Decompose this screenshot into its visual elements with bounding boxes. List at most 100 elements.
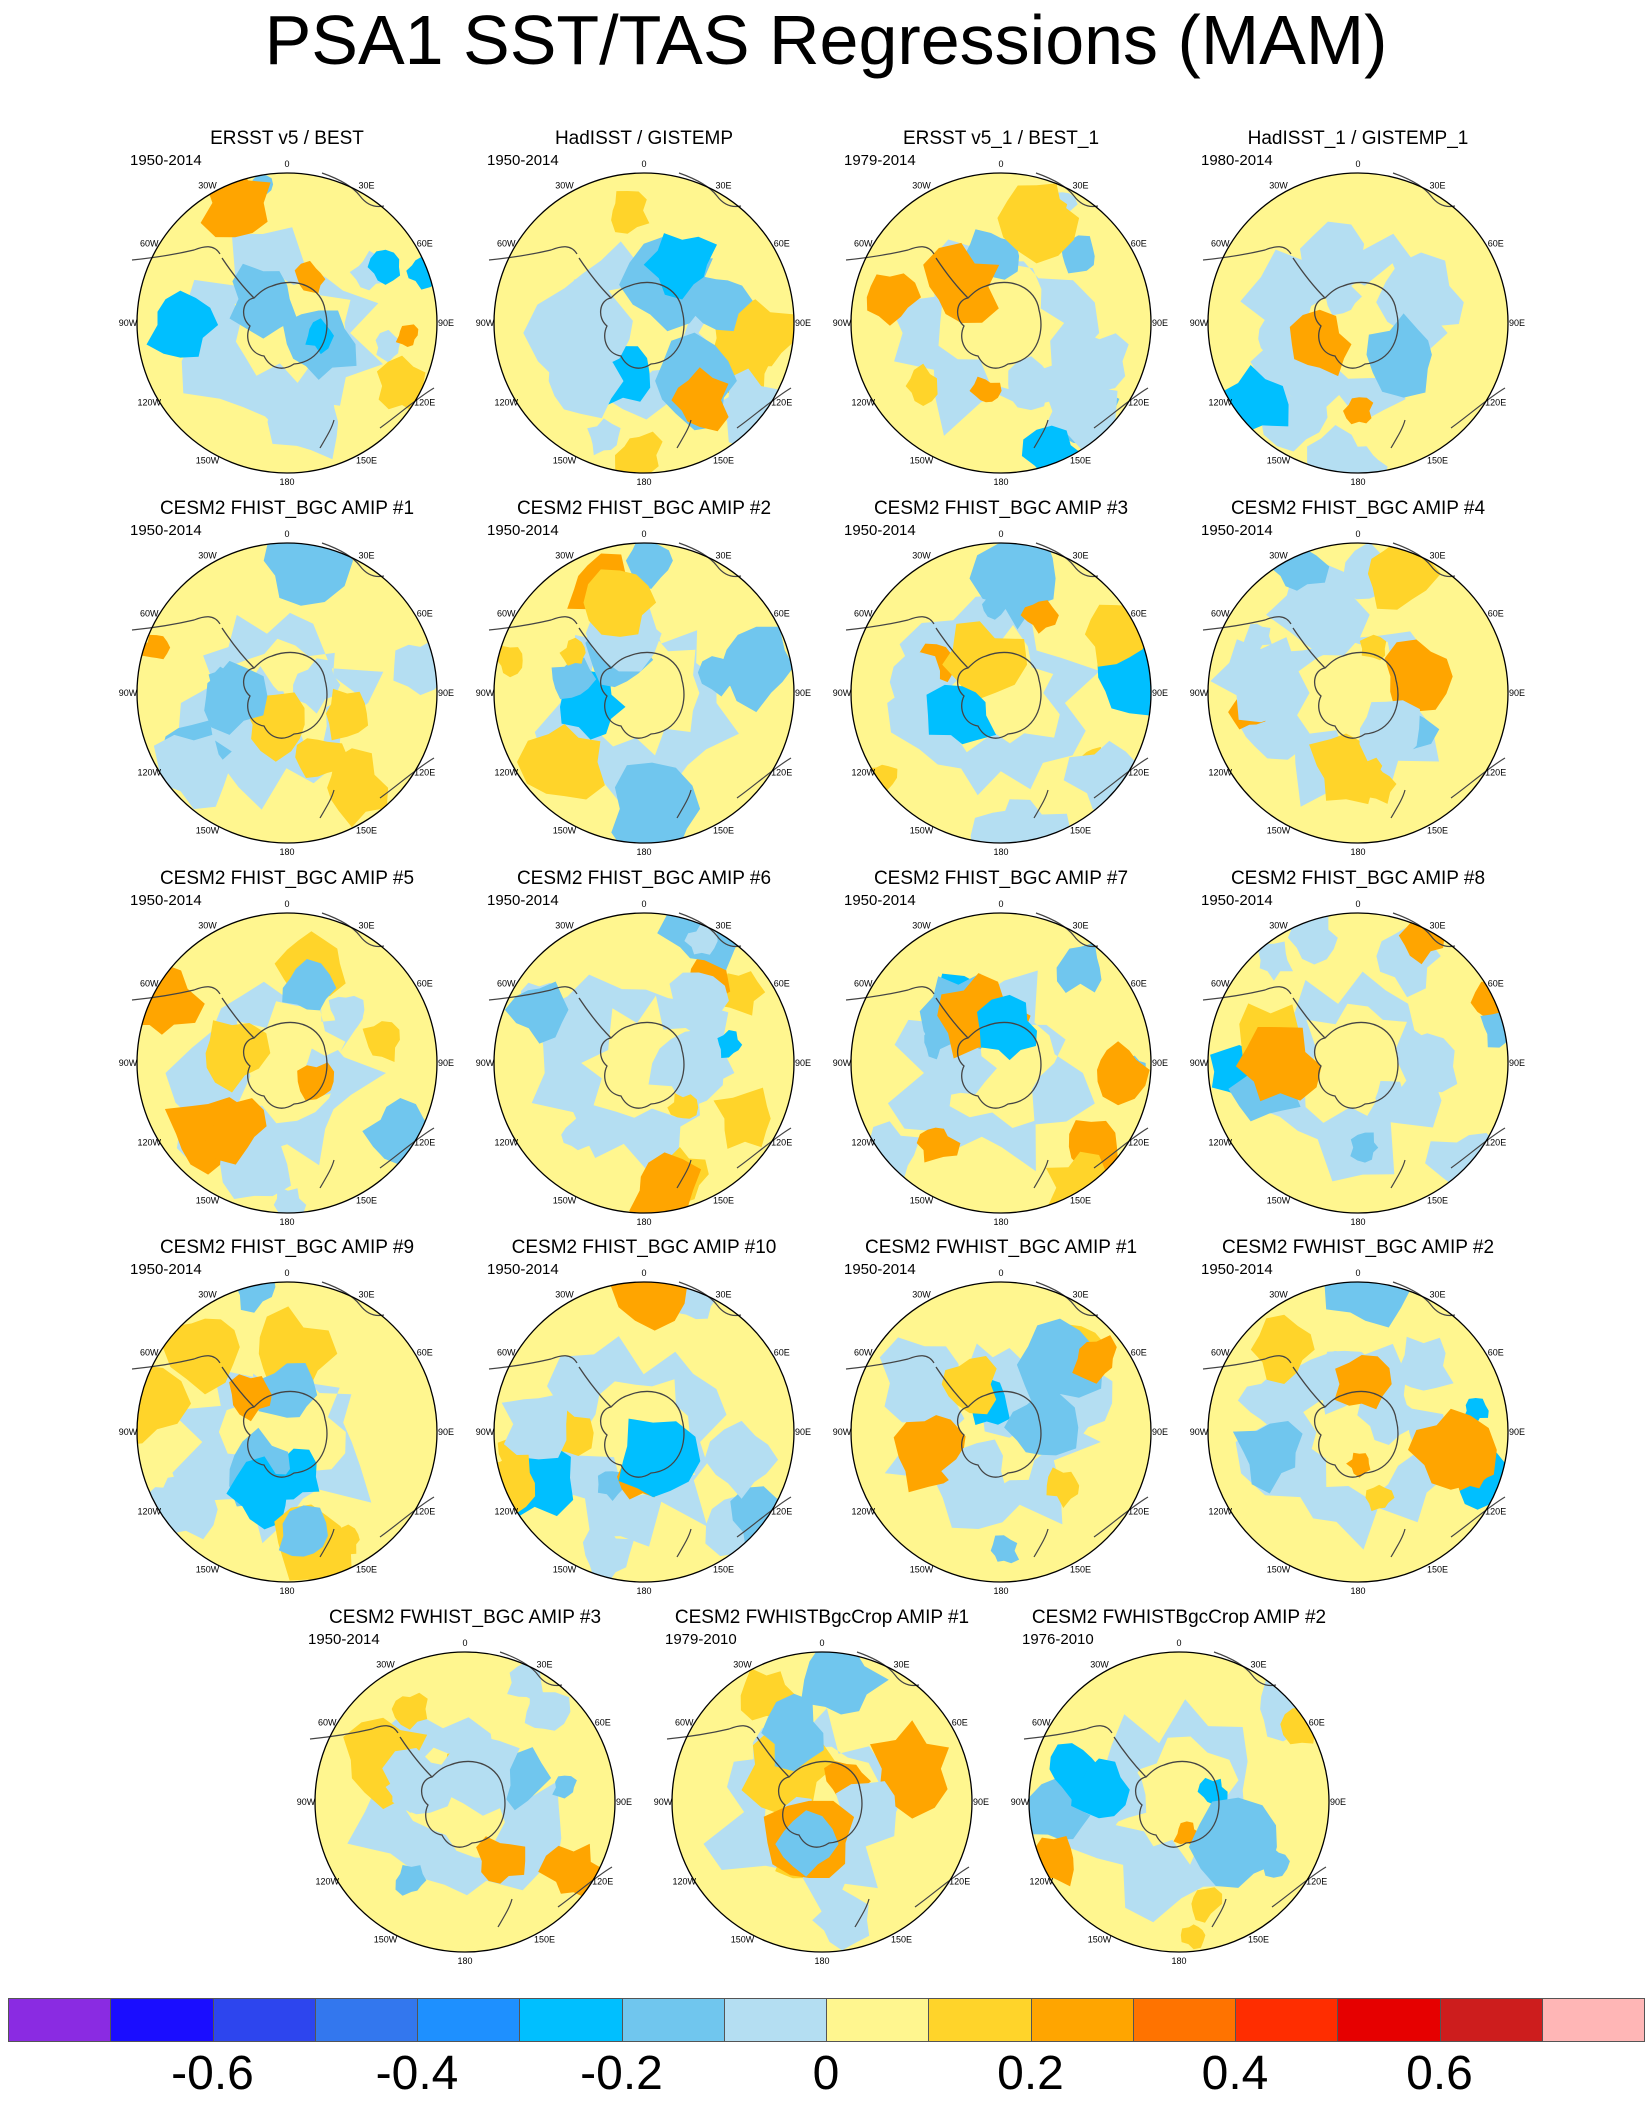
south-america-coastline — [131, 246, 221, 261]
australia-coastline — [319, 1127, 435, 1189]
anomaly-contour — [1307, 425, 1376, 473]
anomaly-contour — [181, 227, 383, 444]
longitude-label: 90E — [795, 1427, 811, 1437]
colorbar-tick-label: 0.2 — [997, 2047, 1064, 2100]
map-border — [314, 1651, 616, 1953]
longitude-label: 90W — [654, 1797, 673, 1807]
longitude-label: 30W — [912, 1289, 931, 1299]
anomaly-contour — [716, 971, 766, 1016]
map-panel: ERSST v5_1 / BEST_1 1979-2014 0 30E 60E 90E 12… — [833, 128, 1168, 488]
longitude-label: 60E — [1131, 239, 1147, 249]
longitude-label: 0 — [1355, 159, 1360, 169]
panel-period: 1979-2014 — [844, 152, 916, 169]
longitude-label: 120E — [771, 1138, 792, 1148]
colorbar-tick-label: -0.2 — [580, 2047, 663, 2100]
longitude-label: 60W — [497, 609, 516, 619]
australia-coastline — [676, 387, 792, 449]
longitude-label: 180 — [993, 477, 1008, 487]
anomaly-contour — [204, 660, 268, 735]
longitude-label: 180 — [279, 1586, 294, 1596]
longitude-label: 90W — [297, 1797, 316, 1807]
longitude-label: 0 — [819, 1638, 824, 1648]
colorbar-tick-label: -0.6 — [171, 2047, 254, 2100]
anomaly-contour — [990, 1535, 1020, 1564]
anomaly-contour — [1072, 1335, 1117, 1384]
anomaly-contour — [1376, 252, 1464, 333]
longitude-label: 30E — [536, 1659, 552, 1669]
antarctica-coastline — [221, 997, 328, 1109]
anomaly-contour — [1046, 1467, 1080, 1508]
anomaly-contour — [1365, 1484, 1395, 1512]
longitude-label: 120W — [138, 1138, 162, 1148]
longitude-label: 60W — [854, 609, 873, 619]
map-panel: CESM2 FHIST_BGC AMIP #7 1950-2014 0 30E 60E 9… — [833, 868, 1168, 1228]
longitude-label: 60E — [1488, 979, 1504, 989]
anomaly-contour — [137, 1365, 191, 1446]
anomaly-contour — [923, 242, 1000, 323]
longitude-label: 150W — [910, 1196, 934, 1206]
anomaly-contour — [1250, 1314, 1315, 1384]
panel-period: 1980-2014 — [1201, 152, 1273, 169]
longitude-label: 60W — [1211, 239, 1230, 249]
longitude-label: 150W — [910, 456, 934, 466]
longitude-label: 30E — [358, 920, 374, 930]
longitude-label: 120E — [949, 1877, 970, 1887]
anomaly-contour — [611, 762, 701, 843]
polar-map: 0 30E 60E 90E 120E 150E 180 150W 120W 90W 60W 30W — [833, 1268, 1168, 1596]
antarctica-coastline — [578, 627, 685, 739]
longitude-label: 30E — [715, 180, 731, 190]
africa-coastline — [321, 172, 385, 208]
anomaly-contour — [977, 994, 1037, 1061]
panel-title: CESM2 FHIST_BGC AMIP #9 — [159, 1237, 415, 1258]
longitude-label: 90W — [1011, 1797, 1030, 1807]
longitude-label: 90E — [438, 318, 454, 328]
panel-title: CESM2 FHIST_BGC AMIP #5 — [159, 868, 415, 889]
longitude-label: 60W — [497, 1348, 516, 1358]
anomaly-contour — [362, 1021, 400, 1062]
africa-coastline — [678, 542, 742, 578]
map-panel: CESM2 FHIST_BGC AMIP #9 1950-2014 0 30E 60E 9… — [119, 1237, 454, 1597]
africa-coastline — [1392, 542, 1456, 578]
anomaly-contour — [942, 621, 1028, 699]
longitude-label: 150E — [891, 1935, 912, 1945]
longitude-label: 150W — [553, 1196, 577, 1206]
anomaly-contour — [648, 1029, 725, 1110]
anomaly-contour — [333, 1524, 360, 1555]
map-border — [136, 1281, 438, 1583]
longitude-label: 90E — [795, 1058, 811, 1068]
south-america-coastline — [1202, 986, 1292, 1001]
anomaly-contour — [1480, 1007, 1508, 1048]
panel-title: ERSST v5_1 / BEST_1 — [902, 128, 1100, 149]
longitude-label: 60E — [1488, 1348, 1504, 1358]
longitude-label: 60E — [774, 979, 790, 989]
longitude-label: 150E — [1248, 1935, 1269, 1945]
panel-period: 1950-2014 — [308, 1631, 380, 1648]
anomaly-contour — [263, 543, 353, 606]
longitude-label: 90W — [833, 688, 852, 698]
longitude-label: 60W — [1211, 609, 1230, 619]
field-background — [851, 173, 1151, 473]
longitude-label: 0 — [998, 1268, 1003, 1278]
longitude-label: 120W — [316, 1877, 340, 1887]
longitude-label: 60E — [774, 239, 790, 249]
longitude-label: 180 — [636, 847, 651, 857]
anomaly-contour — [1180, 1924, 1206, 1950]
longitude-label: 30E — [1429, 180, 1445, 190]
longitude-label: 0 — [284, 159, 289, 169]
africa-coastline — [678, 912, 742, 948]
longitude-label: 90W — [476, 688, 495, 698]
map-panel: CESM2 FWHIST_BGC AMIP #1 1950-2014 0 30E 60E… — [833, 1237, 1168, 1597]
south-america-coastline — [845, 1355, 935, 1370]
longitude-label: 120W — [138, 768, 162, 778]
longitude-label: 120E — [414, 768, 435, 778]
anomaly-contour — [328, 995, 365, 1029]
longitude-label: 30E — [1072, 180, 1088, 190]
longitude-label: 150W — [196, 456, 220, 466]
anomaly-contour — [278, 1505, 328, 1557]
anomaly-contour — [1350, 1132, 1379, 1163]
panel-period: 1950-2014 — [487, 892, 559, 909]
panel-period: 1950-2014 — [1201, 1261, 1273, 1278]
panel-period: 1950-2014 — [487, 152, 559, 169]
longitude-label: 30W — [198, 550, 217, 560]
anomaly-contour — [643, 233, 717, 300]
